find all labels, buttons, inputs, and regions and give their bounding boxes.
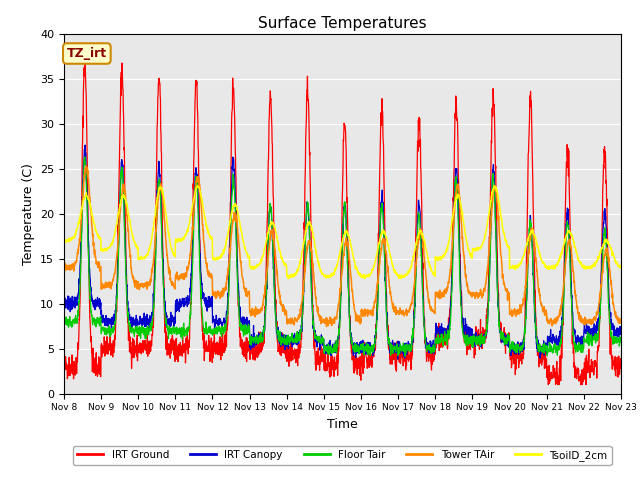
- IRT Canopy: [60, 305, 68, 311]
- Tower TAir: [216, 293, 223, 299]
- Tower TAir: [371, 300, 379, 305]
- IRT Ground: [545, 382, 552, 387]
- Tower TAir: [60, 264, 68, 269]
- Line: IRT Canopy: IRT Canopy: [64, 145, 621, 359]
- Tower TAir: [617, 320, 625, 325]
- Floor Tair: [216, 324, 223, 330]
- Tower TAir: [323, 324, 330, 329]
- TsoilD_2cm: [505, 245, 513, 251]
- TsoilD_2cm: [371, 259, 379, 265]
- Floor Tair: [617, 336, 625, 342]
- IRT Ground: [617, 360, 625, 366]
- Floor Tair: [81, 154, 89, 160]
- IRT Canopy: [371, 333, 379, 339]
- Floor Tair: [505, 336, 513, 342]
- IRT Canopy: [584, 326, 591, 332]
- TsoilD_2cm: [617, 263, 625, 268]
- IRT Ground: [81, 52, 89, 58]
- Tower TAir: [505, 292, 513, 298]
- Title: Surface Temperatures: Surface Temperatures: [258, 16, 427, 31]
- TsoilD_2cm: [584, 264, 591, 270]
- Legend: IRT Ground, IRT Canopy, Floor Tair, Tower TAir, TsoilD_2cm: IRT Ground, IRT Canopy, Floor Tair, Towe…: [73, 445, 612, 465]
- IRT Canopy: [568, 305, 576, 311]
- TsoilD_2cm: [359, 275, 367, 280]
- TsoilD_2cm: [216, 255, 223, 261]
- IRT Canopy: [216, 321, 223, 327]
- IRT Ground: [359, 348, 367, 354]
- IRT Ground: [371, 345, 379, 351]
- Line: IRT Ground: IRT Ground: [64, 55, 621, 384]
- Floor Tair: [371, 342, 379, 348]
- Tower TAir: [584, 319, 591, 324]
- IRT Ground: [568, 310, 576, 316]
- TsoilD_2cm: [194, 182, 202, 188]
- IRT Ground: [216, 337, 223, 343]
- IRT Canopy: [505, 337, 513, 343]
- TsoilD_2cm: [60, 236, 68, 242]
- Floor Tair: [359, 347, 367, 353]
- IRT Canopy: [394, 356, 401, 362]
- X-axis label: Time: Time: [327, 418, 358, 431]
- Text: TZ_irt: TZ_irt: [67, 47, 107, 60]
- IRT Ground: [60, 360, 68, 366]
- Floor Tair: [584, 329, 591, 335]
- Tower TAir: [568, 258, 576, 264]
- Line: Tower TAir: Tower TAir: [64, 166, 621, 326]
- IRT Canopy: [617, 329, 625, 335]
- Line: Floor Tair: Floor Tair: [64, 157, 621, 356]
- Tower TAir: [359, 313, 367, 319]
- TsoilD_2cm: [285, 276, 292, 282]
- IRT Ground: [584, 359, 591, 364]
- Floor Tair: [568, 313, 576, 319]
- IRT Ground: [504, 333, 512, 338]
- Floor Tair: [60, 319, 68, 324]
- Floor Tair: [401, 353, 409, 359]
- TsoilD_2cm: [568, 234, 576, 240]
- Line: TsoilD_2cm: TsoilD_2cm: [64, 185, 621, 279]
- Tower TAir: [83, 163, 90, 169]
- Y-axis label: Temperature (C): Temperature (C): [22, 163, 35, 264]
- IRT Canopy: [81, 142, 89, 148]
- IRT Canopy: [359, 342, 367, 348]
